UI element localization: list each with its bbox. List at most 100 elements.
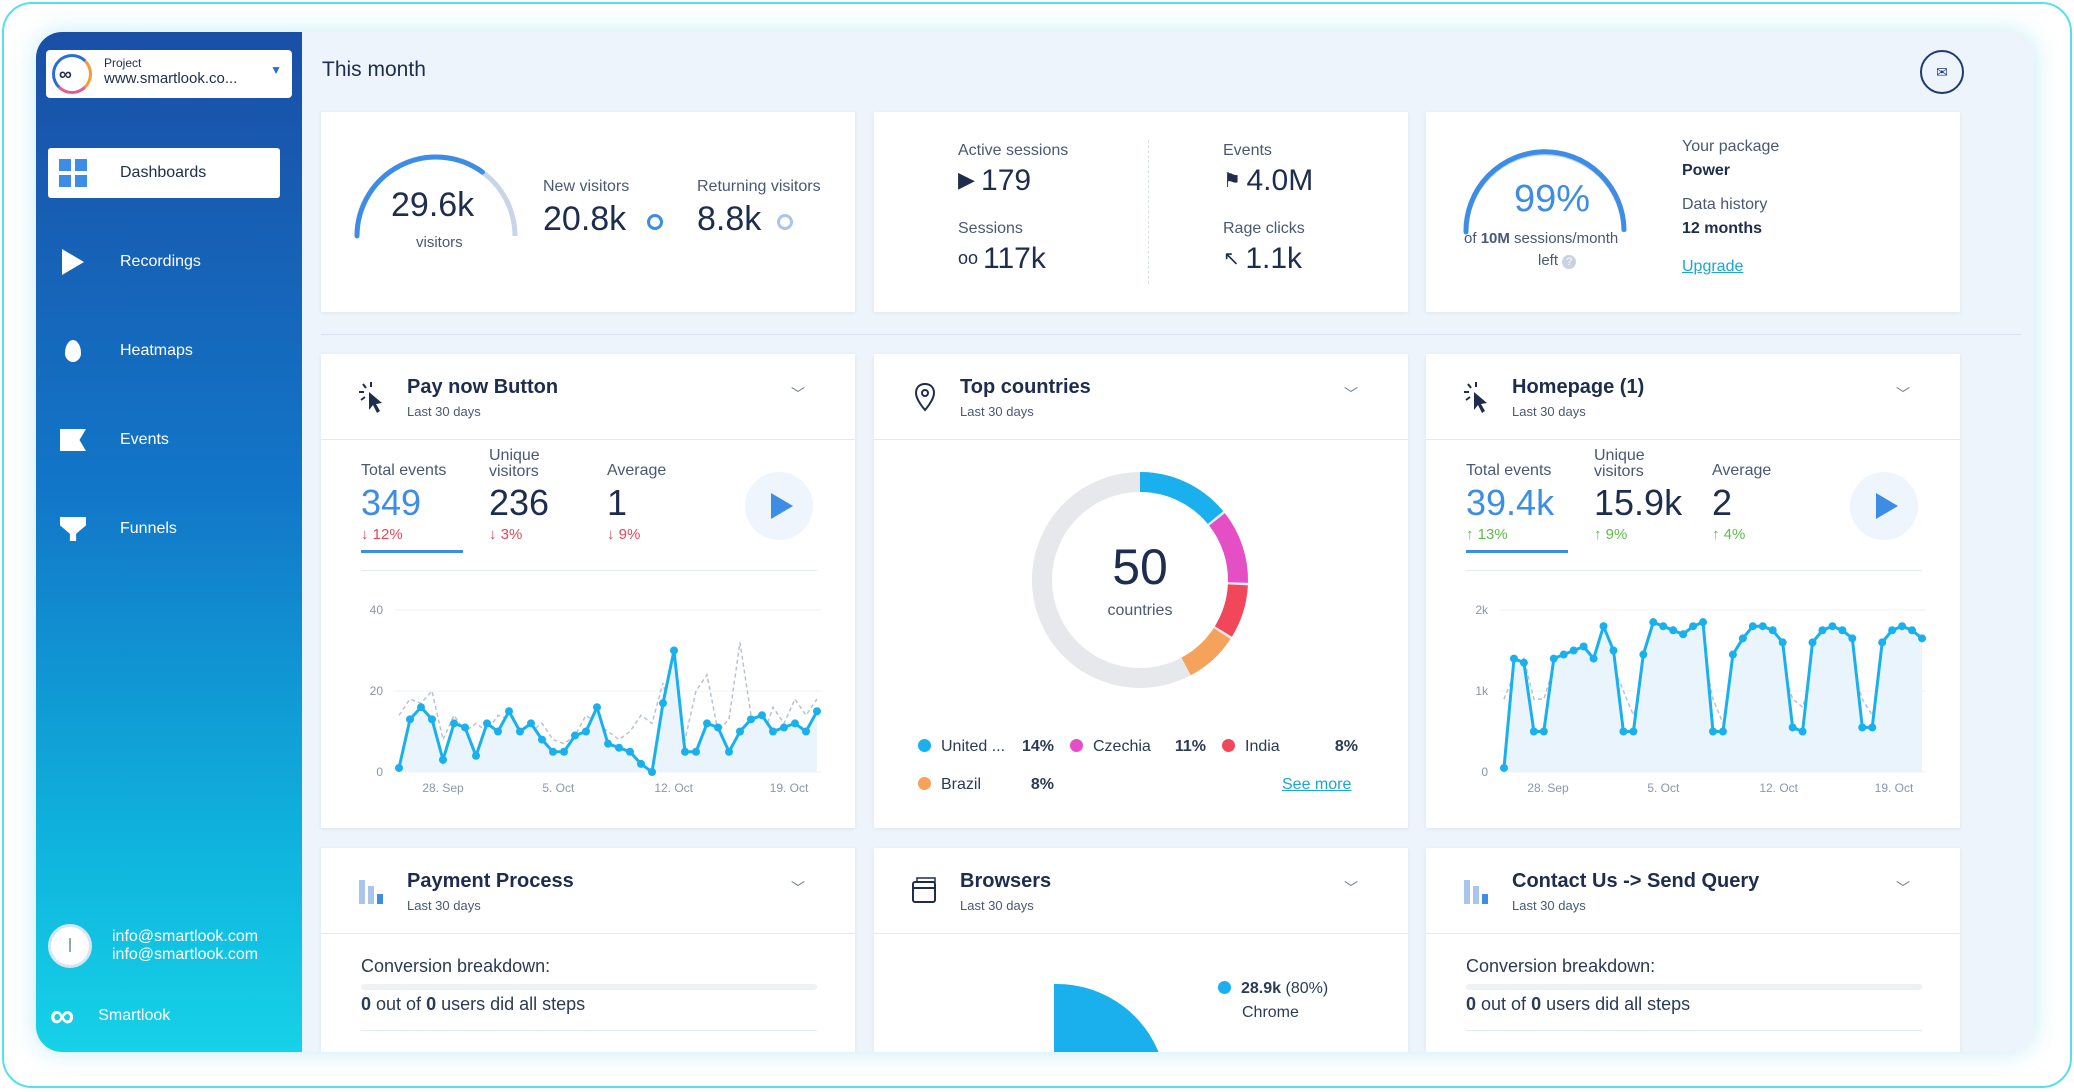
widget-subtitle: Last 30 days — [1512, 898, 1586, 913]
widget-title: Browsers — [960, 870, 1052, 892]
user-account[interactable]: I info@smartlook.com info@smartlook.com — [48, 924, 258, 968]
y-tick-label: 0 — [376, 765, 383, 779]
upgrade-link[interactable]: Upgrade — [1682, 258, 1744, 275]
click-cursor-icon — [359, 382, 382, 413]
project-label: Project — [104, 56, 142, 70]
x-tick-label: 19. Oct — [1875, 781, 1914, 795]
data-point — [1808, 638, 1817, 647]
divider — [361, 570, 817, 571]
chevron-down-icon[interactable]: ﹀ — [1896, 386, 1910, 402]
data-point — [1908, 626, 1917, 635]
sidebar-item-events[interactable]: Events — [48, 415, 280, 465]
chevron-down-icon[interactable]: ﹀ — [1344, 880, 1358, 896]
donut-slice — [1209, 513, 1248, 583]
widget-title: Homepage (1) — [1512, 376, 1645, 398]
sidebar: ∞ Project www.smartlook.co... ▼ Dashboar… — [36, 32, 302, 1052]
package-percent: 99% — [1514, 178, 1591, 220]
data-point — [527, 719, 535, 728]
divider — [361, 1030, 817, 1031]
chevron-down-icon[interactable]: ﹀ — [791, 880, 805, 896]
sidebar-item-funnels[interactable]: Funnels — [48, 504, 280, 554]
average-change: ↑ 4% — [1712, 526, 1746, 543]
play-recordings-button[interactable] — [1850, 472, 1918, 540]
divider — [1148, 140, 1149, 284]
see-more-link[interactable]: See more — [1282, 776, 1352, 793]
unique-visitors-change: ↓ 3% — [489, 526, 523, 543]
total-events-value: 349 — [361, 482, 422, 523]
legend-item: India 8% — [1222, 738, 1358, 756]
mail-icon[interactable]: ✉ — [1920, 50, 1964, 94]
project-selector[interactable]: ∞ Project www.smartlook.co... ▼ — [46, 50, 292, 98]
widget-title: Top countries — [960, 376, 1091, 398]
legend-dot-icon — [918, 777, 931, 790]
events-value: 4.0M — [1246, 164, 1314, 197]
play-recordings-button[interactable] — [745, 472, 813, 540]
data-point — [1579, 642, 1588, 651]
app-window: ∞ Project www.smartlook.co... ▼ Dashboar… — [36, 32, 2034, 1052]
data-point — [604, 739, 612, 748]
chevron-down-icon[interactable]: ﹀ — [1344, 386, 1358, 402]
unique-visitors-change: ↑ 9% — [1594, 526, 1628, 543]
sidebar-item-dashboards[interactable]: Dashboards — [48, 148, 280, 198]
data-point — [1888, 626, 1897, 635]
data-point — [1748, 622, 1757, 631]
visitors-card: 29.6k visitors New visitors 20.8k Return… — [321, 112, 855, 312]
widget-subtitle: Last 30 days — [407, 898, 481, 913]
sidebar-item-recordings[interactable]: Recordings — [48, 237, 280, 287]
data-point — [659, 699, 667, 708]
package-left-label: left — [1538, 252, 1559, 269]
smartlook-logo-icon: ∞ — [50, 997, 75, 1035]
data-point — [406, 715, 414, 724]
y-tick-label: 0 — [1481, 765, 1488, 779]
donut-slice — [1181, 627, 1231, 676]
data-point — [439, 755, 447, 764]
x-tick-label: 28. Sep — [422, 781, 464, 795]
package-name: Power — [1682, 162, 1731, 179]
data-point — [692, 747, 700, 756]
returning-visitors-label: Returning visitors — [697, 178, 821, 195]
data-point — [1778, 638, 1787, 647]
chevron-down-icon[interactable]: ﹀ — [1896, 880, 1910, 896]
chevron-down-icon[interactable]: ﹀ — [791, 386, 805, 402]
contact-query-widget: Contact Us -> Send Query Last 30 days ﹀ … — [1426, 848, 1960, 1052]
donut-slice — [1139, 472, 1224, 525]
data-point — [1828, 622, 1837, 631]
total-events-label: Total events — [361, 462, 447, 479]
pie-slice-chrome — [1054, 983, 1159, 1052]
data-point — [681, 747, 689, 756]
data-point — [725, 747, 733, 756]
browser-name: Chrome — [1242, 1004, 1299, 1021]
x-tick-label: 19. Oct — [770, 781, 809, 795]
data-point — [1569, 646, 1578, 655]
package-gauge — [1463, 149, 1627, 235]
data-point — [1649, 618, 1658, 627]
data-point — [1519, 658, 1528, 667]
data-point — [494, 727, 502, 736]
browsers-pie-chart — [1054, 983, 1159, 1052]
divider — [1466, 1030, 1922, 1031]
brand-name: Smartlook — [98, 1007, 171, 1024]
help-icon[interactable]: ? — [1562, 255, 1577, 269]
data-point — [538, 735, 546, 744]
paynow-widget: Pay now Button Last 30 days ﹀ Total even… — [321, 354, 855, 828]
unique-visitors-value: 236 — [489, 482, 550, 523]
data-point — [560, 747, 568, 756]
sessions-value: 117k — [983, 242, 1046, 275]
legend-item: United ... 14% — [918, 738, 1054, 756]
data-point — [549, 747, 557, 756]
data-point — [1768, 626, 1777, 635]
payment-process-widget: Payment Process Last 30 days ﹀ Conversio… — [321, 848, 855, 1052]
data-point — [1728, 650, 1737, 659]
legend-dot-icon — [918, 739, 931, 752]
data-point — [813, 707, 821, 716]
total-events-change: ↑ 13% — [1466, 526, 1508, 543]
data-point — [428, 715, 436, 724]
sidebar-item-heatmaps[interactable]: Heatmaps — [48, 326, 280, 376]
sidebar-item-label: Recordings — [120, 253, 201, 270]
legend-item: 28.9k (80%) — [1218, 980, 1328, 998]
legend-dot-icon — [1222, 739, 1235, 752]
data-point — [582, 727, 590, 736]
divider — [321, 334, 2021, 335]
funnel-bars-icon — [1464, 880, 1488, 904]
data-point — [1758, 622, 1767, 631]
